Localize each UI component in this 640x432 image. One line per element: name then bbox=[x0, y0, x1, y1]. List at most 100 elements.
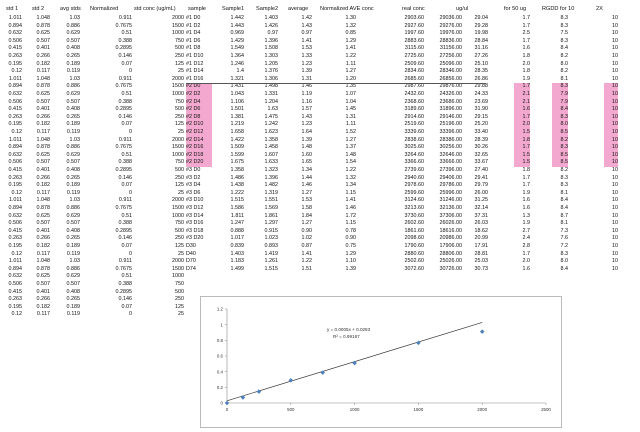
true-conc-cell: 29146.00 bbox=[439, 113, 462, 120]
rgdd-cell: 8.2 bbox=[560, 167, 569, 173]
sample2-cell: 1.319 bbox=[264, 189, 279, 196]
normalized-std-cell: 0.07 bbox=[121, 121, 133, 128]
ugul-cell: 24.33 bbox=[474, 91, 489, 97]
for-50-cell: 1.8 bbox=[522, 68, 531, 75]
table-row: 0.894 0.878 0.886 0.7675 1500 #3 D12 1.586 1.56… bbox=[0, 205, 640, 213]
rgdd-cell: 8.7 bbox=[560, 212, 569, 219]
sample-name-cell: #3 D0 bbox=[186, 167, 201, 173]
sample-name-cell: #3 D4 bbox=[186, 182, 201, 189]
avg-std-cell: 0.629 bbox=[66, 212, 81, 219]
for-50-cell: 1.7 bbox=[514, 83, 530, 91]
true-conc-cell: 37306.00 bbox=[439, 212, 462, 219]
sample2-cell: 1.205 bbox=[264, 60, 279, 67]
sample1-cell: 1.429 bbox=[230, 37, 245, 44]
rgdd-cell: 7.9 bbox=[552, 91, 568, 99]
real-conc-cell: 2739.60 bbox=[404, 167, 425, 173]
std1-cell: 0.415 bbox=[8, 45, 23, 52]
true-conc-cell: 25096.00 bbox=[439, 60, 462, 67]
ugul-cell: 20.99 bbox=[474, 235, 489, 242]
std1-cell: 0.506 bbox=[8, 159, 23, 166]
std1-cell: 0.632 bbox=[8, 30, 23, 37]
ugul-cell: 29.88 bbox=[474, 83, 489, 90]
for-50-cell: 1.6 bbox=[522, 205, 531, 211]
true-conc-cell: 19976.00 bbox=[439, 30, 462, 37]
sample-name-cell: #2 D16 bbox=[186, 144, 212, 152]
sample-name-cell: #1 D10 bbox=[186, 53, 204, 59]
std2-cell: 1.048 bbox=[36, 258, 51, 265]
real-conc-cell: 2838.60 bbox=[404, 136, 425, 143]
normalized-ave-cell: 1.22 bbox=[345, 53, 357, 59]
std1-cell: 0.506 bbox=[8, 37, 23, 44]
twox-cell: 10 bbox=[612, 30, 618, 37]
sample-name-cell: #1 D8 bbox=[186, 45, 201, 52]
real-conc-cell: 3730.60 bbox=[404, 212, 425, 219]
normalized-std-cell: 0.07 bbox=[121, 182, 133, 189]
real-conc-cell: 2599.60 bbox=[404, 189, 425, 196]
sample2-cell: 1.358 bbox=[264, 136, 279, 143]
std2-cell: 0.401 bbox=[36, 288, 51, 295]
sample-name-cell: #1 D2 bbox=[186, 22, 201, 29]
average-cell: 1.02 bbox=[301, 235, 313, 242]
average-cell: 1.42 bbox=[301, 15, 313, 21]
twox-cell: 10 bbox=[612, 182, 618, 189]
ugul-cell: 33.67 bbox=[474, 159, 489, 166]
std1-cell: 0.894 bbox=[8, 144, 23, 151]
std-conc-cell: 1000 bbox=[172, 273, 184, 280]
std-conc-cell: 2000 bbox=[172, 197, 184, 204]
std-conc-cell: 25 bbox=[178, 311, 184, 318]
normalized-std-cell: 0.2895 bbox=[115, 167, 133, 173]
ugul-cell: 29.41 bbox=[474, 174, 489, 181]
normalized-ave-cell: 1.54 bbox=[345, 159, 357, 166]
twox-cell: 10 bbox=[612, 15, 618, 21]
real-conc-cell: 2940.60 bbox=[404, 174, 425, 181]
std-conc-cell: 25 bbox=[178, 129, 184, 135]
std-conc-cell: 500 bbox=[175, 167, 184, 173]
normalized-std-cell: 0.911 bbox=[118, 75, 132, 82]
ugul-cell: 31.16 bbox=[474, 45, 489, 52]
avg-std-cell: 0.408 bbox=[66, 167, 81, 173]
normalized-std-cell: 0.51 bbox=[121, 273, 133, 280]
average-cell: 1.51 bbox=[301, 265, 313, 272]
std-conc-cell: 1500 bbox=[172, 83, 184, 90]
sample1-cell: 1.509 bbox=[230, 144, 245, 151]
sample2-cell: 1.303 bbox=[264, 53, 279, 59]
sample1-cell: 1.403 bbox=[230, 250, 245, 257]
rgdd-cell: 7.6 bbox=[560, 235, 569, 242]
real-conc-cell: 3025.60 bbox=[404, 144, 425, 151]
sample2-cell: 1.242 bbox=[264, 121, 279, 128]
rgdd-cell: 8.3 bbox=[560, 37, 569, 44]
std2-cell: 0.182 bbox=[36, 182, 51, 189]
table-row: 0.506 0.507 0.507 0.388 750 bbox=[0, 281, 640, 289]
std1-cell: 0.894 bbox=[8, 83, 23, 90]
normalized-ave-cell: 1.30 bbox=[345, 15, 357, 21]
std1-cell: 0.415 bbox=[8, 227, 23, 234]
std1-cell: 0.195 bbox=[8, 243, 23, 249]
sample-name-cell: #2 D10 bbox=[186, 121, 212, 129]
std-conc-cell: 1000 bbox=[172, 30, 184, 37]
true-conc-cell: 23686.00 bbox=[439, 98, 462, 105]
std2-cell: 1.048 bbox=[36, 136, 51, 143]
std2-cell: 0.266 bbox=[36, 296, 51, 303]
std1-cell: 0.506 bbox=[8, 98, 23, 105]
average-cell: 1.27 bbox=[301, 220, 313, 227]
twox-cell: 10 bbox=[604, 144, 618, 152]
avg-std-cell: 0.189 bbox=[66, 303, 81, 310]
avg-std-cell: 1.03 bbox=[69, 258, 81, 265]
normalized-std-cell: 0.51 bbox=[121, 30, 133, 37]
header-ugul: ug/ul bbox=[456, 6, 469, 12]
sample1-cell: 0.839 bbox=[230, 243, 245, 249]
rgdd-cell: 8.3 bbox=[552, 144, 568, 152]
twox-cell: 10 bbox=[612, 22, 618, 29]
rgdd-cell: 8.4 bbox=[560, 197, 569, 204]
rgdd-cell: 8.1 bbox=[560, 75, 569, 82]
twox-cell: 10 bbox=[604, 106, 618, 114]
std-conc-cell: 500 bbox=[175, 106, 184, 113]
true-conc-cell: 25996.00 bbox=[439, 189, 462, 196]
avg-std-cell: 1.03 bbox=[69, 75, 81, 82]
normalized-ave-cell: 1.11 bbox=[345, 60, 356, 67]
twox-cell: 10 bbox=[604, 83, 618, 91]
table-row: 0.632 0.625 0.629 0.51 1000 #3 D14 1.811 1.861 1… bbox=[0, 213, 640, 221]
std1-cell: 0.195 bbox=[8, 303, 23, 310]
std2-cell: 0.625 bbox=[36, 151, 51, 158]
std-conc-cell: 250 bbox=[175, 296, 184, 303]
